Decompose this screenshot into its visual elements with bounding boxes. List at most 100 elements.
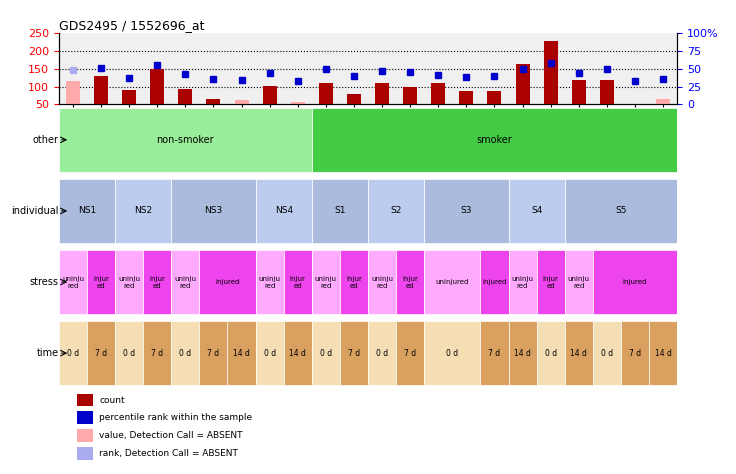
Bar (375, 83, 389, 104)
FancyBboxPatch shape (144, 250, 171, 314)
Bar (319, 83, 333, 104)
Text: 0 d: 0 d (545, 349, 556, 357)
FancyBboxPatch shape (255, 250, 283, 314)
Bar (150, 69, 164, 104)
Bar (178, 89, 192, 104)
Text: 14 d: 14 d (514, 349, 531, 357)
FancyBboxPatch shape (115, 179, 171, 243)
FancyBboxPatch shape (509, 321, 537, 385)
FancyBboxPatch shape (481, 321, 509, 385)
FancyBboxPatch shape (509, 179, 565, 243)
Text: other: other (33, 135, 59, 145)
Bar (291, 102, 305, 104)
FancyBboxPatch shape (368, 321, 396, 385)
Text: 7 d: 7 d (404, 349, 417, 357)
Text: NS3: NS3 (205, 207, 222, 215)
Text: uninju
red: uninju red (258, 275, 280, 289)
FancyBboxPatch shape (59, 179, 115, 243)
Text: 7 d: 7 d (489, 349, 500, 357)
Text: NS2: NS2 (134, 207, 152, 215)
Bar (66, 81, 80, 104)
Text: individual: individual (11, 206, 59, 216)
Text: NS1: NS1 (78, 207, 96, 215)
Text: count: count (99, 396, 124, 404)
FancyBboxPatch shape (424, 250, 481, 314)
Bar (263, 86, 277, 104)
Text: uninju
red: uninju red (118, 275, 140, 289)
Bar (206, 99, 221, 104)
FancyBboxPatch shape (537, 321, 565, 385)
FancyBboxPatch shape (649, 321, 677, 385)
FancyBboxPatch shape (621, 321, 649, 385)
Text: time: time (37, 348, 59, 358)
FancyBboxPatch shape (565, 179, 677, 243)
Text: injur
ed: injur ed (402, 275, 418, 289)
Text: 14 d: 14 d (233, 349, 250, 357)
Bar (94, 76, 108, 104)
Text: 0 d: 0 d (180, 349, 191, 357)
Text: 0 d: 0 d (123, 349, 135, 357)
FancyBboxPatch shape (59, 250, 87, 314)
Text: 0 d: 0 d (67, 349, 79, 357)
Text: uninju
red: uninju red (62, 275, 84, 289)
Text: uninju
red: uninju red (567, 275, 590, 289)
FancyBboxPatch shape (283, 321, 312, 385)
Bar (656, 99, 670, 104)
FancyBboxPatch shape (199, 321, 227, 385)
FancyBboxPatch shape (87, 321, 115, 385)
Text: S1: S1 (334, 207, 346, 215)
Text: rank, Detection Call = ABSENT: rank, Detection Call = ABSENT (99, 449, 238, 458)
FancyBboxPatch shape (592, 321, 621, 385)
Text: 0 d: 0 d (319, 349, 332, 357)
Text: NS4: NS4 (275, 207, 293, 215)
FancyBboxPatch shape (312, 321, 340, 385)
Bar (459, 91, 473, 104)
Text: S2: S2 (390, 207, 402, 215)
FancyBboxPatch shape (312, 179, 368, 243)
Bar (515, 64, 530, 104)
FancyBboxPatch shape (199, 250, 255, 314)
Text: S3: S3 (461, 207, 472, 215)
Text: S4: S4 (531, 207, 542, 215)
FancyBboxPatch shape (368, 179, 424, 243)
FancyBboxPatch shape (144, 321, 171, 385)
Text: injured: injured (216, 279, 240, 285)
FancyBboxPatch shape (255, 321, 283, 385)
Bar (122, 90, 136, 104)
FancyBboxPatch shape (312, 250, 340, 314)
Bar (487, 91, 501, 104)
FancyBboxPatch shape (171, 179, 255, 243)
Text: 7 d: 7 d (151, 349, 163, 357)
Bar (77, 411, 93, 424)
FancyBboxPatch shape (396, 321, 424, 385)
Text: 7 d: 7 d (208, 349, 219, 357)
FancyBboxPatch shape (565, 250, 592, 314)
FancyBboxPatch shape (255, 179, 312, 243)
FancyBboxPatch shape (283, 250, 312, 314)
Text: 7 d: 7 d (95, 349, 107, 357)
Bar (235, 100, 249, 104)
FancyBboxPatch shape (481, 250, 509, 314)
Text: value, Detection Call = ABSENT: value, Detection Call = ABSENT (99, 431, 243, 440)
FancyBboxPatch shape (87, 250, 115, 314)
Bar (77, 393, 93, 406)
Bar (403, 87, 417, 104)
Text: injur
ed: injur ed (290, 275, 305, 289)
Text: injur
ed: injur ed (93, 275, 109, 289)
Text: 14 d: 14 d (654, 349, 671, 357)
FancyBboxPatch shape (171, 250, 199, 314)
Text: uninju
red: uninju red (315, 275, 337, 289)
FancyBboxPatch shape (537, 250, 565, 314)
FancyBboxPatch shape (59, 108, 312, 172)
Bar (77, 429, 93, 442)
FancyBboxPatch shape (115, 321, 144, 385)
Text: injur
ed: injur ed (346, 275, 362, 289)
FancyBboxPatch shape (340, 250, 368, 314)
Bar (347, 94, 361, 104)
FancyBboxPatch shape (227, 321, 255, 385)
Text: injured: injured (482, 279, 506, 285)
FancyBboxPatch shape (59, 321, 87, 385)
Text: injured: injured (623, 279, 647, 285)
FancyBboxPatch shape (592, 250, 677, 314)
Text: 14 d: 14 d (570, 349, 587, 357)
